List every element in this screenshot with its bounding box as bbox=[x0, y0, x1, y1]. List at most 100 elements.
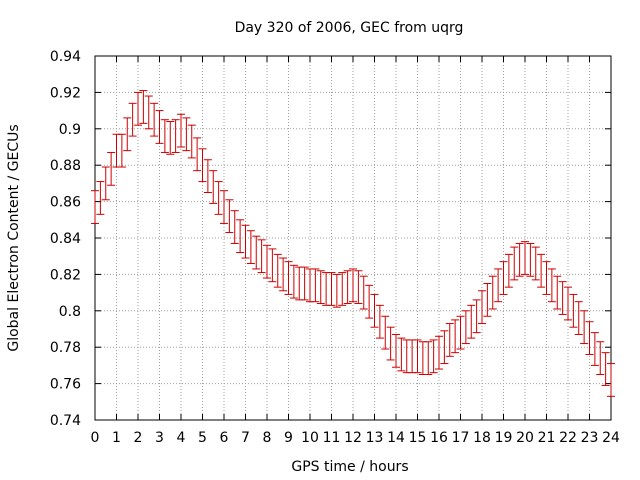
data-point bbox=[101, 166, 110, 201]
x-tick-labels: 0 1 2 3 4 5 6 7 8 9 10 11 12 13 14 15 16 17 18 19 20 21 22 23 24 bbox=[91, 430, 620, 446]
data-point bbox=[510, 246, 519, 281]
data-point bbox=[252, 235, 261, 270]
x-tick-label: 21 bbox=[538, 430, 556, 446]
x-tick-label: 24 bbox=[602, 430, 620, 446]
data-point bbox=[542, 261, 551, 295]
y-tick-label: 0.78 bbox=[50, 340, 81, 356]
y-tick-label: 0.9 bbox=[59, 122, 81, 138]
data-point bbox=[607, 363, 615, 397]
data-point bbox=[139, 90, 148, 124]
data-point bbox=[144, 95, 153, 130]
data-point bbox=[316, 270, 325, 305]
data-point bbox=[521, 241, 529, 275]
data-point bbox=[311, 268, 320, 303]
data-point bbox=[504, 253, 513, 288]
data-point bbox=[478, 290, 486, 325]
data-point bbox=[494, 268, 503, 303]
y-tick-label: 0.84 bbox=[50, 231, 81, 247]
data-point bbox=[472, 299, 481, 334]
x-tick-label: 9 bbox=[284, 430, 293, 446]
data-point bbox=[365, 284, 374, 319]
data-point bbox=[370, 293, 379, 328]
data-point bbox=[392, 333, 400, 368]
data-point bbox=[343, 270, 352, 305]
data-point bbox=[193, 137, 202, 172]
x-tick-label: 11 bbox=[323, 430, 341, 446]
data-point bbox=[279, 257, 288, 292]
y-tick-label: 0.88 bbox=[50, 158, 81, 174]
data-point bbox=[171, 119, 180, 153]
y-tick-label: 0.8 bbox=[59, 304, 81, 320]
x-tick-label: 8 bbox=[263, 430, 272, 446]
data-point bbox=[246, 230, 255, 264]
x-tick-label: 0 bbox=[91, 430, 100, 446]
data-point bbox=[488, 275, 497, 310]
data-point bbox=[451, 319, 460, 354]
data-point bbox=[117, 133, 126, 168]
data-point bbox=[349, 268, 357, 303]
error-bars bbox=[91, 90, 615, 397]
y-tick-label: 0.92 bbox=[50, 85, 81, 101]
data-point bbox=[483, 283, 492, 317]
x-tick-label: 16 bbox=[430, 430, 448, 446]
data-point bbox=[236, 219, 245, 254]
data-point bbox=[564, 286, 572, 321]
x-tick-label: 3 bbox=[155, 430, 164, 446]
x-tick-label: 5 bbox=[198, 430, 207, 446]
data-point bbox=[214, 181, 223, 215]
axis-ticks bbox=[94, 55, 612, 421]
y-tick-label: 0.74 bbox=[50, 413, 81, 429]
y-tick-labels: 0.74 0.76 0.78 0.8 0.82 0.84 0.86 0.88 0.9 0.92 0.… bbox=[50, 49, 81, 429]
x-tick-label: 12 bbox=[344, 430, 362, 446]
x-tick-label: 18 bbox=[473, 430, 491, 446]
data-point bbox=[96, 181, 105, 215]
data-point bbox=[526, 242, 535, 277]
x-tick-label: 2 bbox=[134, 430, 143, 446]
data-point bbox=[585, 321, 594, 355]
data-point bbox=[230, 210, 239, 244]
x-axis-label: GPS time / hours bbox=[291, 459, 408, 475]
data-point bbox=[424, 341, 433, 375]
data-point bbox=[155, 110, 164, 144]
data-point bbox=[375, 304, 384, 339]
data-point bbox=[596, 341, 605, 375]
y-axis-label: Global Electron Content / GECUs bbox=[6, 124, 22, 351]
data-point bbox=[91, 190, 99, 224]
data-point bbox=[150, 102, 159, 137]
data-point bbox=[209, 170, 218, 204]
data-point bbox=[601, 352, 610, 386]
data-point bbox=[107, 151, 116, 186]
data-point bbox=[429, 339, 438, 374]
x-tick-label: 17 bbox=[452, 430, 470, 446]
data-point bbox=[574, 301, 583, 335]
data-point bbox=[289, 264, 298, 299]
data-point bbox=[569, 293, 578, 328]
x-tick-label: 23 bbox=[581, 430, 599, 446]
data-point bbox=[461, 310, 470, 345]
data-point bbox=[220, 190, 228, 224]
data-point bbox=[182, 117, 191, 152]
x-tick-label: 22 bbox=[559, 430, 577, 446]
data-point bbox=[134, 91, 142, 126]
x-tick-label: 7 bbox=[241, 430, 250, 446]
y-tick-label: 0.76 bbox=[50, 377, 81, 393]
data-point bbox=[225, 199, 234, 234]
data-point bbox=[386, 326, 395, 361]
data-point bbox=[553, 275, 562, 310]
data-point bbox=[338, 272, 347, 306]
data-point bbox=[123, 117, 132, 152]
data-point bbox=[580, 310, 589, 345]
x-tick-label: 6 bbox=[220, 430, 229, 446]
data-point bbox=[241, 224, 250, 259]
data-point bbox=[558, 281, 567, 315]
data-point bbox=[397, 337, 406, 372]
x-tick-label: 13 bbox=[366, 430, 384, 446]
data-point bbox=[354, 270, 363, 305]
data-point bbox=[166, 121, 175, 155]
x-tick-label: 14 bbox=[387, 430, 405, 446]
x-tick-label: 19 bbox=[495, 430, 513, 446]
x-tick-label: 15 bbox=[409, 430, 427, 446]
data-point bbox=[177, 113, 185, 148]
